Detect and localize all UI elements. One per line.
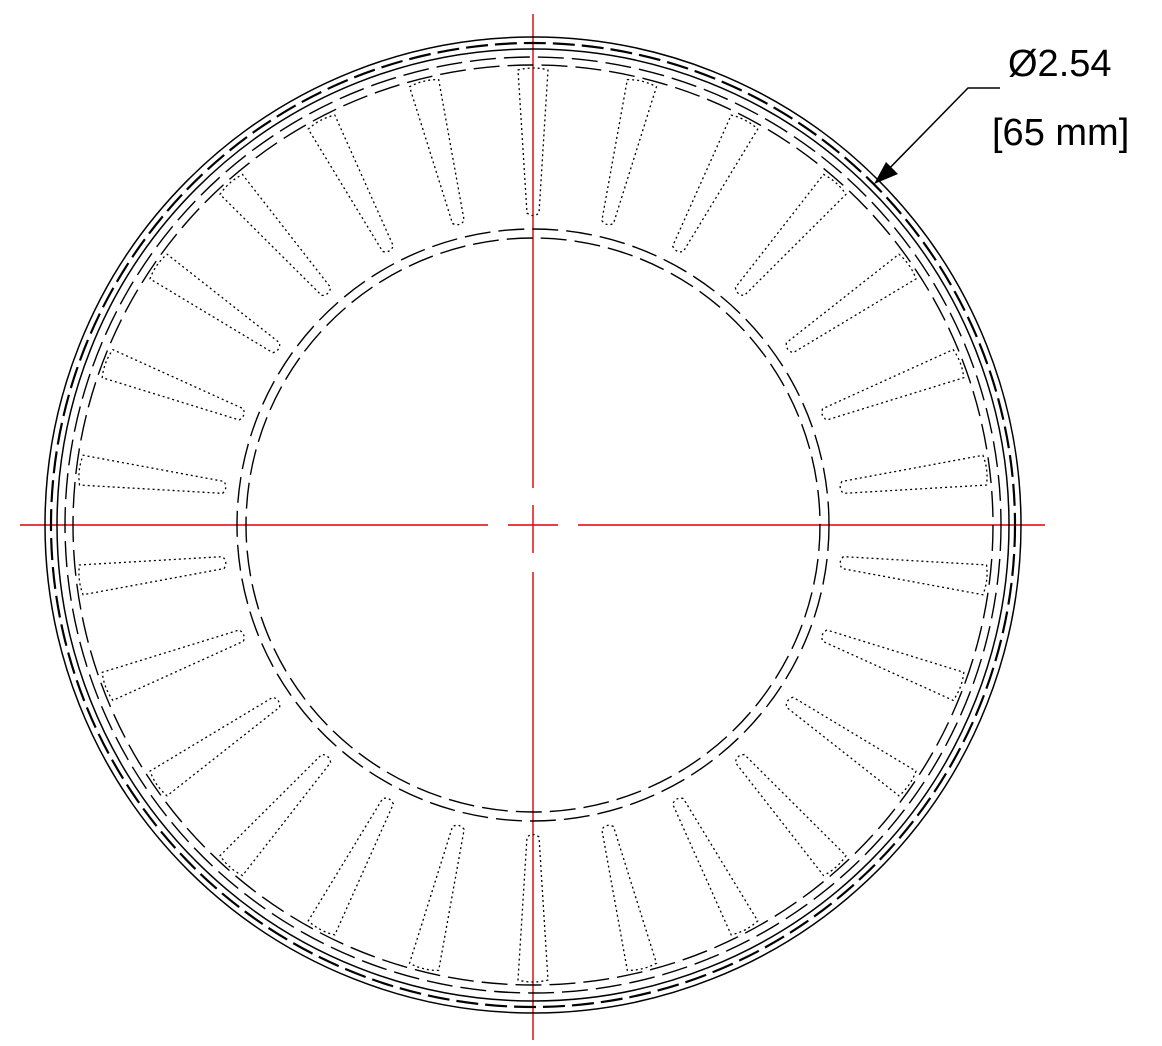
slot-outline xyxy=(149,696,281,797)
slot-outline xyxy=(671,797,759,936)
inner-hidden-circle-1 xyxy=(236,228,830,822)
slot-outline xyxy=(219,753,332,877)
slot-outline xyxy=(785,253,917,354)
outer-hidden-circle-3 xyxy=(72,64,994,986)
leader-arrowhead xyxy=(874,162,898,184)
slot-outline xyxy=(149,253,281,354)
slot-outline xyxy=(408,824,465,972)
diameter-dimension: Ø2.54 [65 mm] xyxy=(874,43,1129,184)
leader-line xyxy=(877,87,1000,181)
slot-outline xyxy=(734,753,847,877)
outer-hidden-circle-2 xyxy=(64,56,1002,994)
slot-outline xyxy=(821,348,965,421)
slot-outline xyxy=(307,114,395,253)
slot-outline xyxy=(734,173,847,297)
diameter-label: Ø2.54 xyxy=(1008,43,1112,85)
slot-outline xyxy=(408,78,465,226)
metric-diameter-label: [65 mm] xyxy=(992,112,1129,154)
slot-outline xyxy=(601,824,658,972)
slot-outline xyxy=(219,173,332,297)
slot-outline xyxy=(671,114,759,253)
inner-bore xyxy=(236,228,830,822)
outer-edge-circle-2 xyxy=(56,48,1010,1002)
slot-outline xyxy=(78,555,227,596)
slot-outline xyxy=(78,454,227,495)
slot-outline xyxy=(785,696,917,797)
slot-outline xyxy=(601,78,658,226)
slot-outline xyxy=(839,555,988,596)
slot-outline xyxy=(101,348,245,421)
slot-outline xyxy=(517,833,549,983)
slot-group xyxy=(78,67,988,983)
inner-hidden-circle-2 xyxy=(245,237,821,813)
outer-edge-circle xyxy=(44,36,1022,1014)
outer-ring xyxy=(44,36,1022,1014)
centerlines xyxy=(20,14,1045,1040)
outer-hidden-circle-1 xyxy=(49,41,1017,1009)
slot-outline xyxy=(101,629,245,702)
slot-outline xyxy=(839,454,988,495)
slot-outline xyxy=(307,797,395,936)
slot-outline xyxy=(821,629,965,702)
slot-outline xyxy=(517,67,549,217)
